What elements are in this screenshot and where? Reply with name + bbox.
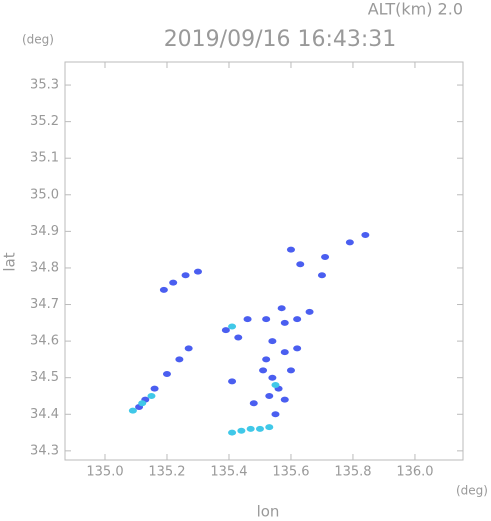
y-tick-label: 34.3 xyxy=(30,443,59,458)
echo xyxy=(317,272,326,279)
echo xyxy=(286,367,295,374)
echo xyxy=(271,382,280,389)
x-tick-label: 135.0 xyxy=(86,465,123,480)
echo xyxy=(293,345,302,352)
y-tick-label: 35.1 xyxy=(30,151,59,166)
echo xyxy=(237,427,246,434)
y-tick-label: 34.4 xyxy=(30,407,59,422)
echo xyxy=(234,334,243,341)
echo xyxy=(268,374,277,381)
echo xyxy=(280,396,289,403)
echo xyxy=(321,253,330,260)
echo xyxy=(259,367,268,374)
echo xyxy=(243,316,252,323)
y-tick-label: 34.6 xyxy=(30,334,59,349)
echo xyxy=(296,261,305,268)
echo xyxy=(262,356,271,363)
y-tick-label: 34.9 xyxy=(30,224,59,239)
echo xyxy=(271,411,280,418)
echo xyxy=(293,316,302,323)
echo xyxy=(265,424,274,431)
y-tick-label: 34.7 xyxy=(30,297,59,312)
y-unit: (deg) xyxy=(22,33,54,47)
x-tick-label: 135.8 xyxy=(334,465,371,480)
echo xyxy=(286,246,295,253)
y-tick-label: 35.3 xyxy=(30,78,59,93)
echo xyxy=(147,392,156,399)
echo xyxy=(246,425,255,432)
y-axis-label: lat xyxy=(1,252,19,271)
echo xyxy=(265,392,274,399)
y-tick-label: 35.0 xyxy=(30,187,59,202)
echo xyxy=(280,349,289,356)
echo xyxy=(268,338,277,345)
echo xyxy=(128,407,137,414)
echo xyxy=(305,308,314,315)
echo xyxy=(280,319,289,326)
echo xyxy=(228,323,237,330)
plot-frame xyxy=(64,61,464,461)
echo xyxy=(228,429,237,436)
x-tick-label: 136.0 xyxy=(396,465,433,480)
x-tick-label: 135.2 xyxy=(148,465,185,480)
echo xyxy=(193,268,202,275)
y-tick-label: 34.8 xyxy=(30,260,59,275)
echo xyxy=(228,378,237,385)
echo xyxy=(150,385,159,392)
y-tick-label: 35.2 xyxy=(30,114,59,129)
x-tick-label: 135.4 xyxy=(210,465,247,480)
chart-title: 2019/09/16 16:43:31 xyxy=(164,27,397,52)
echo xyxy=(361,232,370,239)
echo xyxy=(175,356,184,363)
echo xyxy=(162,371,171,378)
x-unit: (deg) xyxy=(456,484,488,498)
echo xyxy=(345,239,354,246)
echo xyxy=(255,425,264,432)
echo xyxy=(138,400,147,407)
echo xyxy=(184,345,193,352)
echo xyxy=(169,279,178,286)
x-axis-label: lon xyxy=(257,503,280,521)
x-tick-label: 135.6 xyxy=(272,465,309,480)
altitude: ALT(km) 2.0 xyxy=(368,0,463,19)
echo xyxy=(262,316,271,323)
echo xyxy=(277,305,286,312)
y-tick-label: 34.5 xyxy=(30,370,59,385)
echo xyxy=(221,327,230,334)
echo xyxy=(249,400,258,407)
echo xyxy=(181,272,190,279)
echo xyxy=(159,286,168,293)
